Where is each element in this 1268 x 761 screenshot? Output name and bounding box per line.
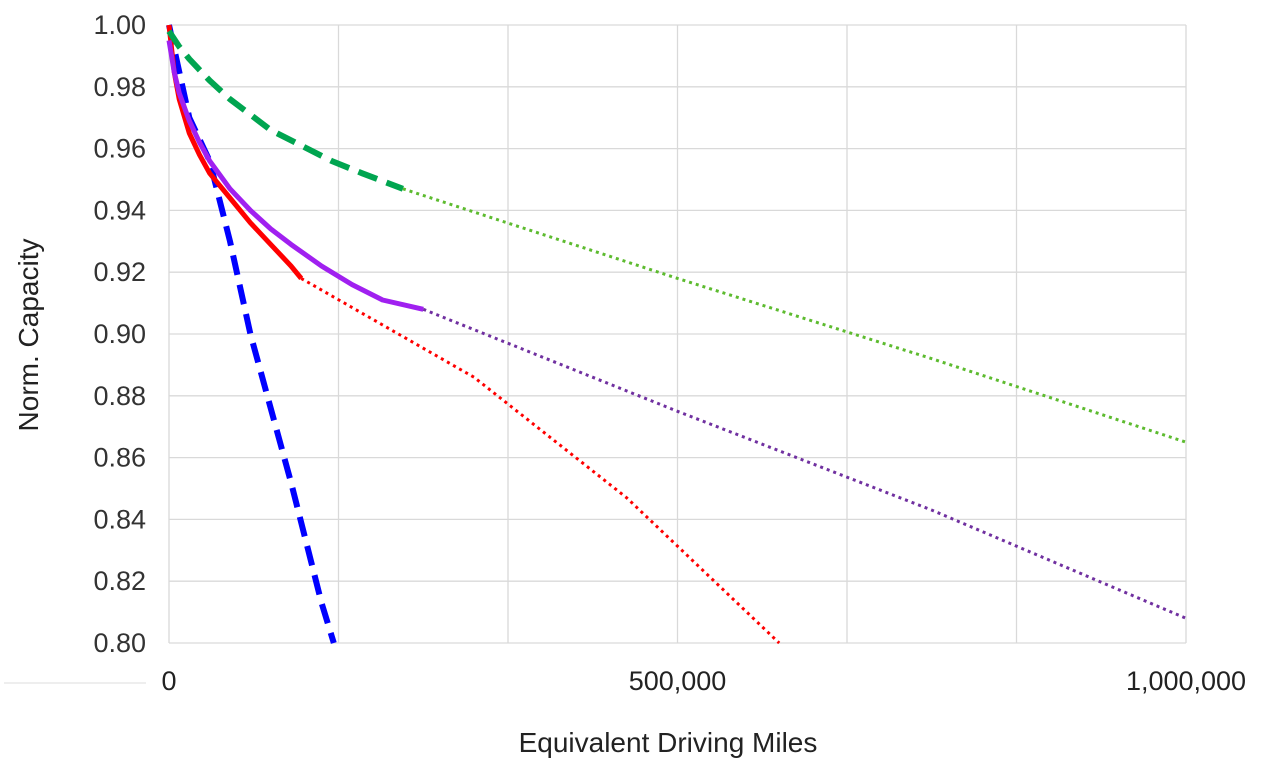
gridlines (168, 24, 1187, 644)
y-tick-label: 0.86 (93, 443, 146, 473)
y-tick-label: 0.80 (93, 628, 146, 658)
y-tick-label: 0.90 (93, 319, 146, 349)
y-tick-label: 0.92 (93, 257, 146, 287)
series-line-3-dotted (300, 277, 781, 645)
x-tick-label: 1,000,000 (1126, 666, 1246, 696)
y-axis-label: Norm. Capacity (13, 239, 44, 432)
series-line-7-dotted (402, 187, 1187, 444)
y-tick-label: 0.88 (93, 381, 146, 411)
series-line-1-dashed (166, 24, 337, 644)
x-tick-labels: 0 500,000 1,000,000 (161, 666, 1246, 696)
y-tick-label: 0.82 (93, 566, 146, 596)
series-line-4-solid (166, 40, 424, 312)
y-tick-label: 1.00 (93, 10, 146, 40)
y-tick-label: 0.98 (93, 72, 146, 102)
x-tick-label: 500,000 (629, 666, 727, 696)
series-line-5-dotted (422, 307, 1187, 620)
y-tick-labels: 0.80 0.82 0.84 0.86 0.88 0.90 0.92 0.94 0.96 0.98… (93, 10, 146, 658)
y-tick-label: 0.94 (93, 195, 146, 225)
x-tick-label: 0 (161, 666, 176, 696)
y-tick-label: 0.96 (93, 134, 146, 164)
series-line-2-solid (166, 24, 304, 280)
series-group (166, 24, 1187, 645)
x-axis-label: Equivalent Driving Miles (519, 727, 818, 758)
series-line-6-dashed (166, 29, 404, 192)
y-tick-label: 0.84 (93, 504, 146, 534)
